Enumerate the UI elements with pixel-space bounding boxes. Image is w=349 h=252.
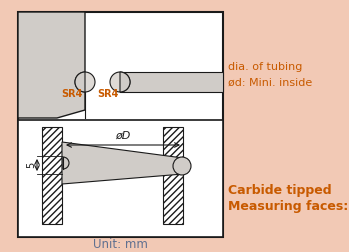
Text: dia. of tubing: dia. of tubing	[228, 62, 302, 72]
Bar	[18, 12, 223, 237]
Text: SR4: SR4	[61, 89, 83, 99]
Wedge shape	[75, 72, 85, 92]
Text: ød: Mini. inside: ød: Mini. inside	[228, 78, 312, 88]
Wedge shape	[63, 157, 69, 169]
Text: Carbide tipped: Carbide tipped	[228, 184, 332, 197]
Text: SR4: SR4	[97, 89, 119, 99]
Bar	[163, 127, 183, 224]
Polygon shape	[62, 142, 183, 184]
Circle shape	[75, 72, 95, 92]
Text: Unit: mm: Unit: mm	[92, 237, 147, 250]
Bar	[18, 120, 223, 237]
Circle shape	[173, 157, 191, 175]
Bar	[42, 127, 62, 224]
Circle shape	[110, 72, 130, 92]
Bar	[120, 72, 223, 92]
Polygon shape	[18, 12, 85, 118]
Wedge shape	[120, 72, 130, 92]
Text: 5: 5	[26, 162, 36, 168]
Text: Measuring faces:: Measuring faces:	[228, 200, 348, 213]
Text: øD: øD	[115, 131, 131, 141]
